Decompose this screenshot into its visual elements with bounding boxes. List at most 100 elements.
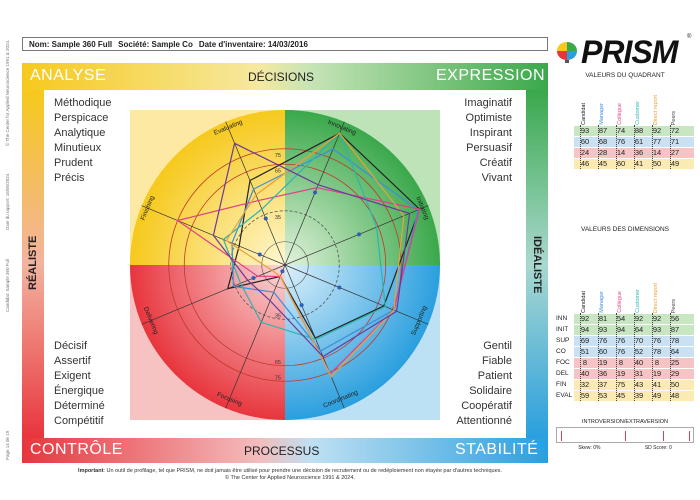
table-cell: 81 xyxy=(598,314,608,323)
col-head-candidat: Candidat xyxy=(581,102,587,125)
analyse-label: ANALYSE xyxy=(30,67,107,84)
column-divider xyxy=(652,313,653,401)
ring-label: 65 xyxy=(275,168,281,174)
table-cell: 78 xyxy=(652,347,662,356)
table-cell: 50 xyxy=(652,159,662,168)
table-cell: 60 xyxy=(616,159,626,168)
table-cell: 29 xyxy=(670,369,680,378)
table-row: 24 28 14 36 14 27 xyxy=(556,147,694,158)
table-cell: 31 xyxy=(634,369,644,378)
table-cell: 68 xyxy=(598,137,608,146)
dimension-values-title: VALEURS DES DIMENSIONS xyxy=(580,226,669,233)
ring-label: 35 xyxy=(275,313,281,319)
table-cell: 76 xyxy=(652,336,662,345)
table-cell: 19 xyxy=(598,358,608,367)
adjective: Énergique xyxy=(54,385,105,397)
radar-series xyxy=(225,132,405,378)
column-divider xyxy=(634,125,635,169)
table-cell: 14 xyxy=(652,148,662,157)
adjective: Persuasif xyxy=(466,142,512,154)
adjective: Attentionné xyxy=(456,415,512,427)
header-info-bar: Nom: Sample 360 Full Société: Sample Co … xyxy=(22,37,548,51)
table-cell: 19 xyxy=(616,369,626,378)
ring xyxy=(168,148,402,382)
data-point xyxy=(357,232,362,237)
row-label: INIT xyxy=(556,326,569,333)
data-point xyxy=(299,303,304,308)
adjective: Perspicace xyxy=(54,112,109,124)
adjective: Prudent xyxy=(54,157,93,169)
table-cell: 8 xyxy=(654,358,660,367)
col-head-collegue: Collègue xyxy=(617,291,623,313)
table-cell: 53 xyxy=(598,391,608,400)
table-cell: 60 xyxy=(580,137,590,146)
table-cell: 43 xyxy=(634,380,644,389)
adjective: Précis xyxy=(54,172,85,184)
column-divider xyxy=(616,313,617,401)
dimension-column-headers: Candidat Manager Collègue Customer Direc… xyxy=(556,233,694,313)
table-cell: 92 xyxy=(580,314,590,323)
adjectives-stabilite: Gentil Fiable Patient Solidaire Coopérat… xyxy=(456,339,512,429)
adjective: Compétitif xyxy=(54,415,104,427)
table-cell: 87 xyxy=(598,126,608,135)
scale-tick xyxy=(663,431,665,441)
ring-label: 75 xyxy=(275,153,281,159)
adjective: Méthodique xyxy=(54,97,112,109)
prism-logo: PRISM ® xyxy=(555,34,695,70)
adjective: Créatif xyxy=(479,157,512,169)
col-head-direct-report: Direct report xyxy=(653,282,659,313)
column-divider xyxy=(652,125,653,169)
table-cell: 41 xyxy=(634,159,644,168)
table-cell: 19 xyxy=(652,369,662,378)
row-label: CO xyxy=(556,348,566,355)
table-cell: 32 xyxy=(580,380,590,389)
table-cell: 93 xyxy=(652,325,662,334)
table-cell: 51 xyxy=(580,347,590,356)
table-cell: 52 xyxy=(634,347,644,356)
scale-tick xyxy=(561,431,563,441)
col-head-direct-report: Direct report xyxy=(653,94,659,125)
table-cell: 61 xyxy=(634,137,644,146)
column-divider xyxy=(598,125,599,169)
ring xyxy=(230,210,340,320)
skew-value: Skew: 0% xyxy=(578,445,601,451)
column-divider xyxy=(580,125,581,169)
table-row: FIN 32 37 75 43 41 50 xyxy=(556,379,694,390)
table-cell: 72 xyxy=(670,126,680,135)
adjective: Fiable xyxy=(482,355,512,367)
top-band xyxy=(22,63,548,90)
table-cell: 46 xyxy=(580,159,590,168)
bottom-band xyxy=(22,438,548,463)
radar-series xyxy=(231,148,419,352)
table-cell: 27 xyxy=(670,148,680,157)
row-label: FIN xyxy=(556,381,567,388)
axis-spoke xyxy=(225,121,286,266)
col-head-candidat: Candidat xyxy=(581,290,587,313)
radar-chart: 353565657575InnovatingInitiatingSupporti… xyxy=(130,110,440,420)
table-cell: 64 xyxy=(634,325,644,334)
table-cell: 45 xyxy=(598,159,608,168)
table-row: INIT 94 93 94 64 93 87 xyxy=(556,324,694,335)
table-cell: 48 xyxy=(670,391,680,400)
radar-series xyxy=(212,142,411,358)
ring-label: 65 xyxy=(275,360,281,366)
table-cell: 40 xyxy=(580,369,590,378)
table-cell: 28 xyxy=(598,148,608,157)
adjective: Patient xyxy=(477,370,512,382)
axis-spoke xyxy=(284,264,429,325)
controle-label: CONTRÔLE xyxy=(30,441,123,458)
adjective: Coopératif xyxy=(461,400,512,412)
col-head-peers: Peers xyxy=(671,298,677,313)
row-label: FOC xyxy=(556,359,570,366)
table-cell: 37 xyxy=(598,380,608,389)
table-cell: 92 xyxy=(634,314,644,323)
company-name: Société: Sample Co xyxy=(118,39,193,49)
scale-tick xyxy=(688,431,690,441)
table-cell: 8 xyxy=(618,358,624,367)
col-head-customer: Customer xyxy=(635,101,641,125)
col-head-customer: Customer xyxy=(635,289,641,313)
table-row: 60 68 76 61 77 71 xyxy=(556,136,694,147)
ring xyxy=(183,163,387,367)
quadrant-red-sector xyxy=(130,265,285,420)
